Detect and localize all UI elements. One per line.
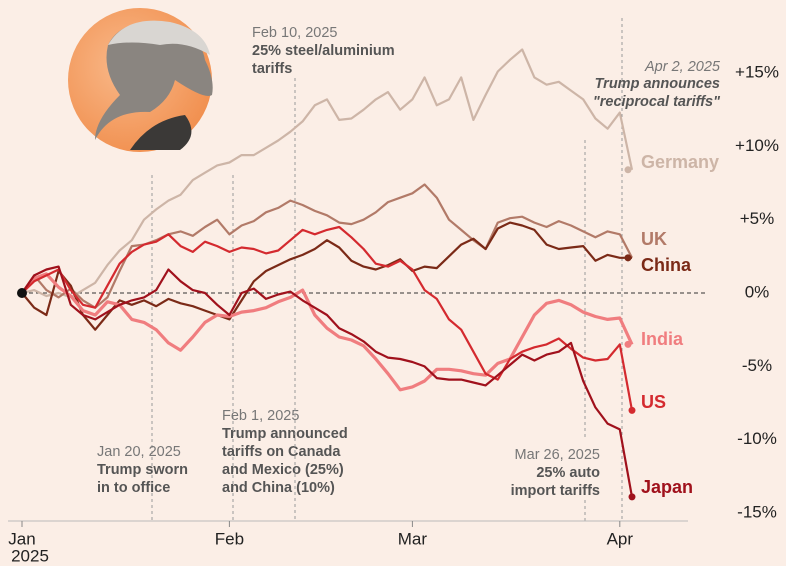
end-dot <box>628 406 636 414</box>
series-line <box>21 265 634 498</box>
x-year-label: 2025 <box>11 546 49 565</box>
series-line <box>20 272 634 392</box>
annotation-date: Feb 10, 2025 <box>252 25 337 41</box>
annotation-text: Trump announces <box>595 76 720 92</box>
annotation-date: Mar 26, 2025 <box>515 447 600 463</box>
annotation-text: 25% steel/aluminium <box>252 43 395 59</box>
end-dot <box>624 340 632 348</box>
origin-dot <box>17 288 27 299</box>
x-tick-label: Jan <box>8 529 35 548</box>
series-label: UK <box>641 229 667 249</box>
annotation-date: Jan 20, 2025 <box>97 444 181 460</box>
y-tick-label: -10% <box>737 429 777 448</box>
y-tick-label: -5% <box>742 356 772 375</box>
annotation-text: "reciprocal tariffs" <box>593 94 721 110</box>
annotation-text: in to office <box>97 480 170 496</box>
portrait <box>68 8 213 152</box>
x-tick-label: Apr <box>607 529 634 548</box>
series-label: India <box>641 329 684 349</box>
annotation-date: Feb 1, 2025 <box>222 408 299 424</box>
end-dot <box>624 166 632 174</box>
annotation-text: tariffs <box>252 61 292 77</box>
annotation-text: and Mexico (25%) <box>222 462 344 478</box>
end-dot <box>624 254 632 262</box>
annotation-text: tariffs on Canada <box>222 444 341 460</box>
y-tick-label: -15% <box>737 503 777 522</box>
y-tick-label: +10% <box>735 136 779 155</box>
end-dot <box>628 493 636 501</box>
series-line <box>21 183 633 309</box>
series-label: US <box>641 392 666 412</box>
series-label: Japan <box>641 477 693 497</box>
y-tick-label: 0% <box>745 283 770 302</box>
y-tick-label: +5% <box>740 209 775 228</box>
x-tick-label: Feb <box>215 529 244 548</box>
series-label: China <box>641 255 692 275</box>
annotation-text: and China (10%) <box>222 480 335 496</box>
x-tick-label: Mar <box>398 529 428 548</box>
y-tick-label: +15% <box>735 62 779 81</box>
series-line <box>21 48 634 299</box>
series-label: Germany <box>641 152 719 172</box>
series-line <box>21 221 632 331</box>
annotation-text: 25% auto <box>536 465 600 481</box>
annotation-text: Trump announced <box>222 426 348 442</box>
series-line <box>21 225 634 411</box>
annotation-text: Trump sworn <box>97 462 188 478</box>
annotation-date: Apr 2, 2025 <box>644 59 721 75</box>
annotation-text: import tariffs <box>511 483 600 499</box>
